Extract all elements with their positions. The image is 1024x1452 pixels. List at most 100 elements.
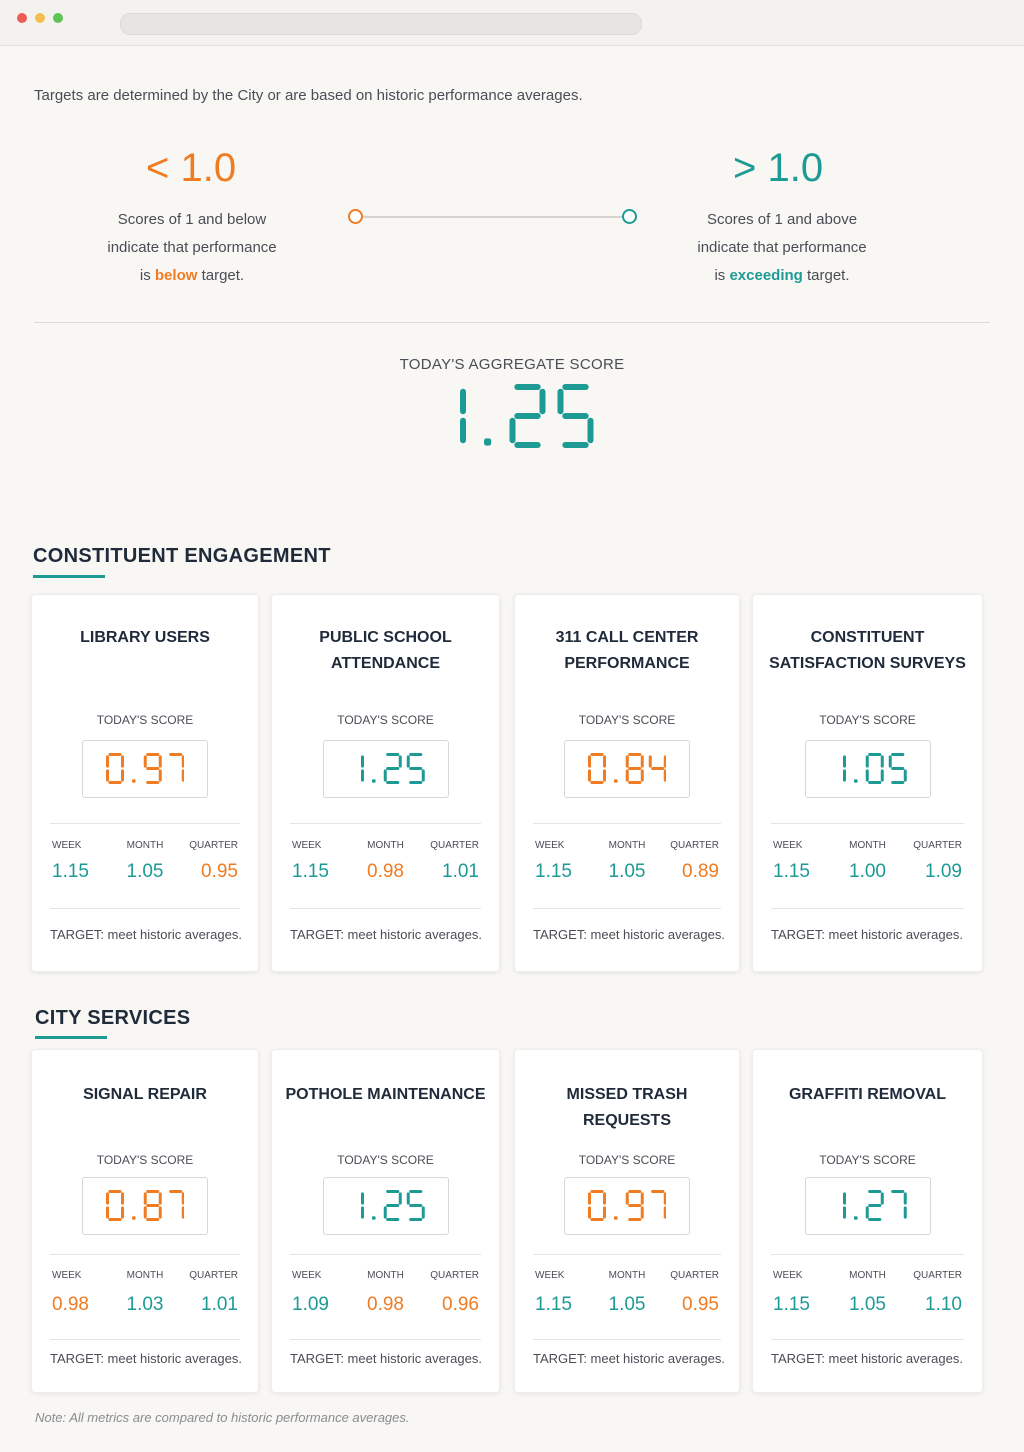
- card-divider: [50, 908, 240, 909]
- card-divider: [533, 1339, 721, 1340]
- todays-score-label: TODAY'S SCORE: [96, 1153, 194, 1167]
- todays-score-label: TODAY'S SCORE: [819, 1153, 916, 1167]
- todays-score-label: TODAY'S SCORE: [337, 1153, 434, 1167]
- metric-card[interactable]: GRAFFITI REMOVAL TODAY'S SCORE WEEK 1.15 MON…: [752, 1049, 983, 1393]
- card-divider: [771, 1254, 964, 1255]
- digit-2: [383, 753, 402, 784]
- above-threshold-description: Scores of 1 and above indicate that perf…: [697, 211, 867, 284]
- card-divider: [771, 1339, 964, 1340]
- month-score: 1.05: [126, 861, 164, 882]
- digit-0: [587, 753, 606, 784]
- intro-text: Targets are determined by the City or ar…: [34, 87, 583, 104]
- scale-high-marker: [622, 209, 637, 224]
- digit-0: [587, 1190, 606, 1221]
- metric-card[interactable]: PUBLIC SCHOOL ATTENDANCE TODAY'S SCORE WEEK…: [271, 594, 500, 972]
- month-score: 0.98: [367, 861, 404, 882]
- metric-card[interactable]: CONSTITUENT SATISFACTION SURVEYS TODAY'S S…: [752, 594, 983, 972]
- metric-card[interactable]: SIGNAL REPAIR TODAY'S SCORE WEEK 0.98 MONTH 1…: [31, 1049, 259, 1393]
- aggregate-score: [0, 384, 1024, 453]
- close-window-icon[interactable]: [17, 13, 27, 23]
- week-score: 0.98: [52, 1294, 89, 1315]
- month-score: 1.03: [126, 1294, 164, 1315]
- digit-decimal-point: [613, 1216, 618, 1220]
- aggregate-score-digits: [460, 384, 594, 448]
- below-emphasis: below: [154, 267, 198, 284]
- digit-9: [625, 1190, 644, 1221]
- card-title: PUBLIC SCHOOL ATTENDANCE: [319, 629, 452, 672]
- week-label: WEEK: [52, 840, 82, 851]
- digit-7: [168, 1190, 185, 1219]
- card-divider: [50, 823, 240, 824]
- metric-card[interactable]: POTHOLE MAINTENANCE TODAY'S SCORE WEEK 1.09…: [271, 1049, 500, 1393]
- quarter-score: 1.01: [442, 861, 479, 882]
- aggregate-score-label: TODAY'S AGGREGATE SCORE: [399, 356, 625, 373]
- todays-score-label: TODAY'S SCORE: [578, 713, 676, 727]
- month-label: MONTH: [367, 1270, 404, 1281]
- target-text: TARGET: meet historic averages.: [771, 927, 963, 942]
- digit-0: [865, 753, 884, 784]
- above-emphasis: exceeding: [729, 267, 803, 284]
- card-title: GRAFFITI REMOVAL: [788, 1086, 947, 1103]
- card-divider: [50, 1339, 240, 1340]
- todays-score-digits: [843, 1190, 907, 1221]
- quarter-label: QUARTER: [670, 840, 719, 851]
- digit-decimal-point: [854, 779, 858, 783]
- digit-0: [105, 753, 124, 784]
- divider: [34, 322, 990, 323]
- month-score: 1.05: [608, 1294, 646, 1315]
- quarter-label: QUARTER: [430, 1270, 479, 1281]
- card-divider: [290, 1339, 481, 1340]
- digit-decimal-point: [372, 1216, 376, 1220]
- month-label: MONTH: [608, 840, 646, 851]
- below-threshold-description: Scores of 1 and below indicate that perf…: [107, 211, 277, 284]
- quarter-score: 0.96: [442, 1294, 479, 1315]
- scale-line: [362, 216, 624, 218]
- week-score: 1.15: [535, 1294, 572, 1315]
- metric-card[interactable]: MISSED TRASH REQUESTS TODAY'S SCORE WEEK 1.1…: [514, 1049, 740, 1393]
- digit-7: [168, 753, 185, 782]
- digit-8: [143, 1190, 162, 1221]
- digit-8: [625, 753, 644, 784]
- todays-score-display: [804, 1177, 931, 1235]
- card-title: MISSED TRASH REQUESTS: [566, 1086, 688, 1129]
- target-text: TARGET: meet historic averages.: [771, 1351, 963, 1366]
- metric-card[interactable]: 311 CALL CENTER PERFORMANCE TODAY'S SCORE W…: [514, 594, 740, 972]
- quarter-score: 0.89: [682, 861, 719, 882]
- digit-2: [383, 1190, 402, 1221]
- quarter-score: 0.95: [682, 1294, 719, 1315]
- month-score: 1.05: [849, 1294, 886, 1315]
- month-label: MONTH: [608, 1270, 646, 1281]
- address-bar[interactable]: [120, 13, 642, 35]
- todays-score-digits: [105, 1190, 185, 1221]
- section-title-underline: [33, 575, 105, 578]
- digit-5: [406, 1190, 425, 1221]
- maximize-window-icon[interactable]: [53, 13, 63, 23]
- card-title: 311 CALL CENTER PERFORMANCE: [555, 629, 699, 672]
- digit-decimal-point: [484, 438, 492, 446]
- above-threshold-value: > 1.0: [733, 146, 824, 190]
- card-divider: [290, 1254, 481, 1255]
- quarter-label: QUARTER: [913, 1270, 962, 1281]
- minimize-window-icon[interactable]: [35, 13, 45, 23]
- target-text: TARGET: meet historic averages.: [533, 1351, 725, 1366]
- section-title: CONSTITUENT ENGAGEMENT: [33, 545, 331, 567]
- todays-score-digits: [843, 753, 907, 784]
- todays-score-display: [82, 740, 208, 798]
- card-title: LIBRARY USERS: [80, 629, 210, 646]
- metric-card[interactable]: LIBRARY USERS TODAY'S SCORE WEEK 1.15 MONTH 1…: [31, 594, 259, 972]
- week-label: WEEK: [535, 1270, 565, 1281]
- quarter-label: QUARTER: [189, 840, 238, 851]
- quarter-label: QUARTER: [189, 1270, 238, 1281]
- card-title: POTHOLE MAINTENANCE: [285, 1086, 486, 1103]
- week-label: WEEK: [292, 1270, 322, 1281]
- section-title: CITY SERVICES: [35, 1007, 191, 1029]
- card-divider: [533, 823, 721, 824]
- todays-score-label: TODAY'S SCORE: [819, 713, 916, 727]
- month-label: MONTH: [126, 840, 164, 851]
- month-label: MONTH: [367, 840, 404, 851]
- browser-chrome: [0, 0, 1024, 46]
- todays-score-display: [564, 740, 690, 798]
- todays-score-display: [322, 740, 449, 798]
- target-text: TARGET: meet historic averages.: [50, 1351, 242, 1366]
- card-divider: [771, 908, 964, 909]
